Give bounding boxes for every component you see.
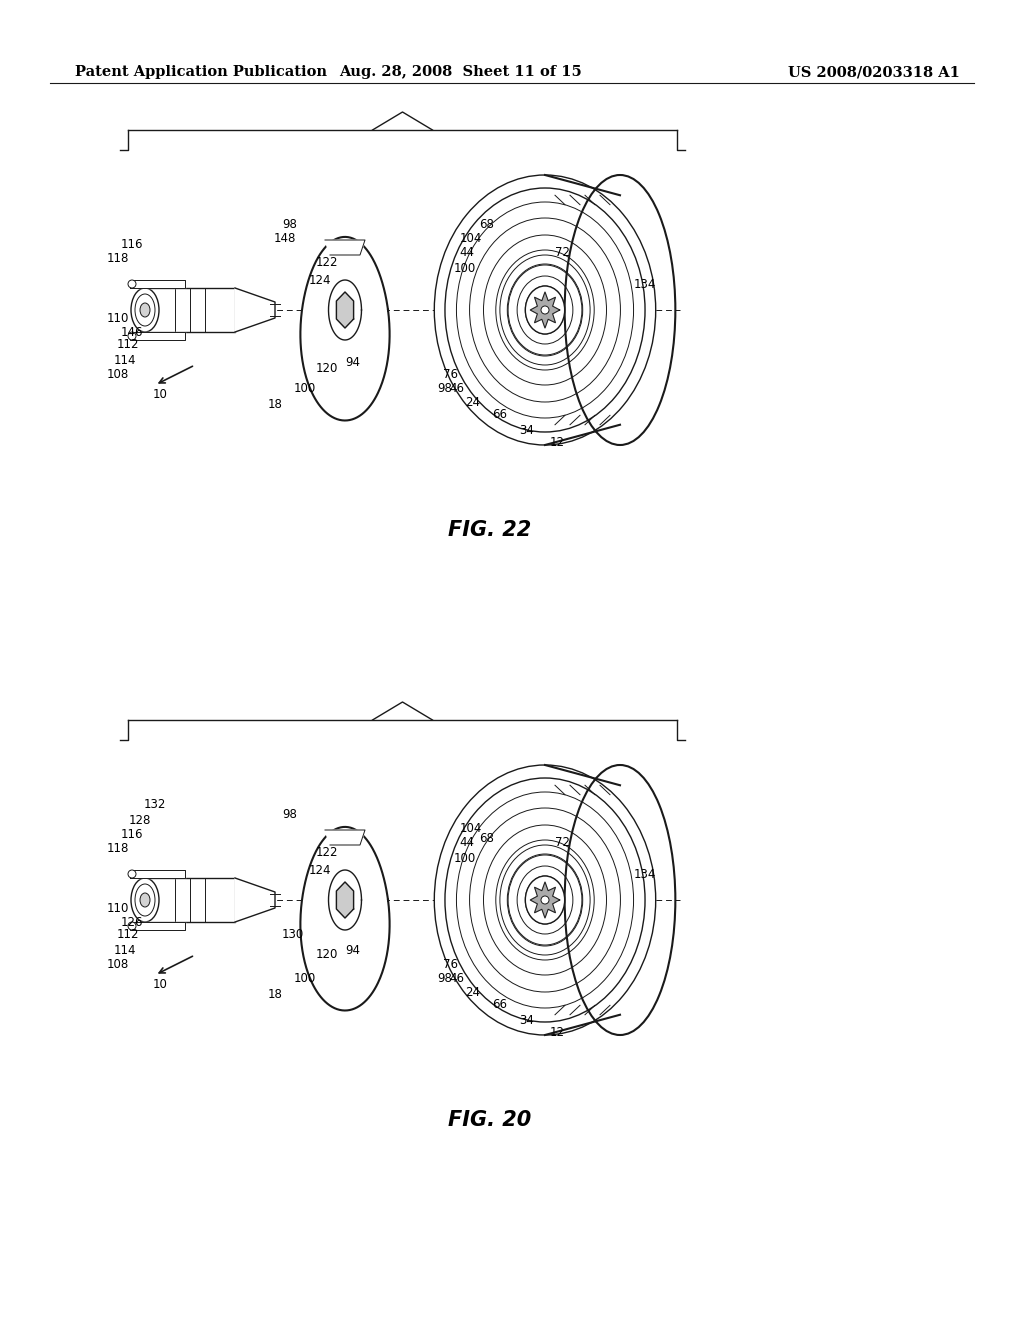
Text: 112: 112 [117, 338, 139, 351]
Ellipse shape [131, 288, 159, 333]
Text: 10: 10 [153, 978, 168, 991]
Polygon shape [130, 921, 185, 931]
Text: 116: 116 [121, 239, 143, 252]
Text: 98: 98 [437, 381, 453, 395]
Text: 72: 72 [555, 836, 570, 849]
Polygon shape [325, 240, 365, 255]
Text: 12: 12 [550, 436, 564, 449]
Polygon shape [130, 333, 185, 341]
Polygon shape [337, 292, 353, 327]
Text: 124: 124 [309, 863, 331, 876]
Text: 134: 134 [634, 869, 656, 882]
Polygon shape [130, 280, 185, 288]
Text: 10: 10 [153, 388, 168, 401]
Text: 148: 148 [273, 231, 296, 244]
Text: 116: 116 [121, 829, 143, 842]
Text: 100: 100 [454, 851, 476, 865]
Polygon shape [145, 878, 234, 921]
Text: 98: 98 [437, 972, 453, 985]
Text: 68: 68 [479, 832, 495, 845]
Ellipse shape [128, 280, 136, 288]
Text: 34: 34 [519, 1014, 535, 1027]
Polygon shape [329, 870, 361, 931]
Text: 110: 110 [106, 312, 129, 325]
Text: 108: 108 [106, 958, 129, 972]
Text: 132: 132 [143, 799, 166, 812]
Text: 100: 100 [454, 261, 476, 275]
Text: FIG. 22: FIG. 22 [449, 520, 531, 540]
Polygon shape [130, 870, 185, 878]
Ellipse shape [135, 294, 155, 326]
Text: 122: 122 [315, 256, 338, 268]
Polygon shape [234, 878, 275, 921]
Text: FIG. 20: FIG. 20 [449, 1110, 531, 1130]
Text: 114: 114 [114, 944, 136, 957]
Text: 122: 122 [315, 846, 338, 858]
Ellipse shape [434, 176, 655, 445]
Ellipse shape [525, 286, 564, 334]
Polygon shape [325, 830, 365, 845]
Polygon shape [530, 882, 560, 917]
Text: 120: 120 [315, 362, 338, 375]
Ellipse shape [128, 921, 136, 931]
Ellipse shape [128, 333, 136, 341]
Text: 12: 12 [550, 1026, 564, 1039]
Ellipse shape [128, 870, 136, 878]
Ellipse shape [434, 766, 655, 1035]
Ellipse shape [135, 884, 155, 916]
Text: 46: 46 [450, 972, 465, 985]
Text: 114: 114 [114, 354, 136, 367]
Text: 94: 94 [345, 355, 360, 368]
Text: 104: 104 [460, 821, 482, 834]
Text: 24: 24 [466, 396, 480, 408]
Polygon shape [530, 292, 560, 327]
Ellipse shape [140, 894, 150, 907]
Polygon shape [234, 288, 275, 333]
Text: 44: 44 [460, 247, 474, 260]
Text: 108: 108 [106, 368, 129, 381]
Text: 128: 128 [129, 813, 152, 826]
Ellipse shape [541, 306, 549, 314]
Text: Patent Application Publication: Patent Application Publication [75, 65, 327, 79]
Text: 94: 94 [345, 944, 360, 957]
Text: 44: 44 [460, 837, 474, 850]
Text: 110: 110 [106, 902, 129, 915]
Text: US 2008/0203318 A1: US 2008/0203318 A1 [788, 65, 961, 79]
Text: 76: 76 [443, 958, 459, 972]
Text: 134: 134 [634, 279, 656, 292]
Text: 100: 100 [294, 972, 316, 985]
Polygon shape [300, 236, 389, 421]
Text: 76: 76 [443, 368, 459, 381]
Text: 104: 104 [460, 231, 482, 244]
Text: 146: 146 [121, 326, 143, 338]
Text: 66: 66 [493, 998, 508, 1011]
Text: 18: 18 [267, 989, 283, 1002]
Text: 112: 112 [117, 928, 139, 941]
Text: 118: 118 [106, 252, 129, 264]
Text: 46: 46 [450, 381, 465, 395]
Polygon shape [300, 826, 389, 1011]
Ellipse shape [525, 876, 564, 924]
Ellipse shape [140, 304, 150, 317]
Text: 120: 120 [315, 949, 338, 961]
Text: 34: 34 [519, 424, 535, 437]
Text: 98: 98 [283, 808, 297, 821]
Text: 66: 66 [493, 408, 508, 421]
Polygon shape [329, 280, 361, 341]
Text: 100: 100 [294, 381, 316, 395]
Text: Aug. 28, 2008  Sheet 11 of 15: Aug. 28, 2008 Sheet 11 of 15 [339, 65, 582, 79]
Text: 130: 130 [282, 928, 304, 941]
Text: 98: 98 [283, 219, 297, 231]
Text: 72: 72 [555, 246, 570, 259]
Text: 24: 24 [466, 986, 480, 998]
Text: 18: 18 [267, 399, 283, 412]
Polygon shape [337, 882, 353, 917]
Text: 118: 118 [106, 842, 129, 854]
Text: 124: 124 [309, 273, 331, 286]
Ellipse shape [131, 878, 159, 921]
Text: 68: 68 [479, 219, 495, 231]
Polygon shape [145, 288, 234, 333]
Ellipse shape [541, 896, 549, 904]
Text: 126: 126 [121, 916, 143, 928]
